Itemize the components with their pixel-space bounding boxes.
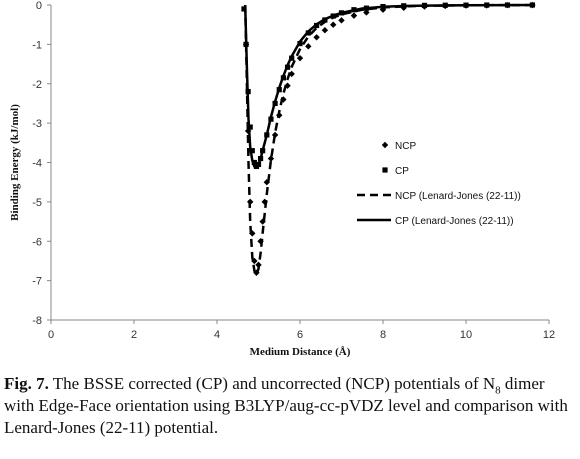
data-point: [263, 178, 270, 186]
legend-label: NCP (Lenard-Jones (22-11)): [395, 191, 521, 202]
series-line: [243, 3, 533, 276]
data-point: [321, 27, 329, 34]
data-point: [259, 218, 266, 225]
y-tick-label: -2: [32, 79, 42, 91]
data-point: [330, 21, 337, 28]
y-tick-label: -3: [32, 118, 42, 130]
legend-item: NCP (Lenard-Jones (22-11)): [357, 191, 521, 202]
legend: NCP CP NCP (Lenard-Jones (22-11)) CP (Lenar…: [357, 141, 521, 227]
series-ncp: [242, 1, 536, 276]
x-tick-label: 8: [380, 329, 386, 341]
legend-item: CP (Lenard-Jones (22-11)): [357, 216, 514, 227]
series-line: [243, 3, 533, 169]
data-point: [363, 9, 370, 16]
y-tick-label: 0: [36, 0, 42, 12]
data-point: [313, 34, 320, 41]
y-tick-label: -1: [32, 39, 42, 51]
data-point: [241, 6, 247, 12]
axes: 0 -1 -2 -3 -4 -5 -6 -7 -8 0 2 4 6 8 10 12: [32, 0, 555, 341]
legend-label: CP: [395, 166, 409, 177]
data-point: [271, 131, 279, 139]
y-tick-label: -6: [32, 236, 42, 248]
caption-subscript: 8: [495, 384, 501, 397]
figure-caption: Fig. 7. The BSSE corrected (CP) and unco…: [4, 373, 578, 439]
caption-text-part-1: The BSSE corrected (CP) and uncorrected …: [48, 374, 496, 393]
legend-item: CP: [382, 166, 409, 177]
data-point: [338, 17, 345, 24]
legend-swatch: [382, 167, 388, 173]
x-tick-label: 0: [48, 329, 54, 341]
x-tick-label: 2: [131, 329, 137, 341]
x-tick-label: 4: [214, 329, 220, 341]
x-tick-label: 10: [460, 329, 472, 341]
y-axis-title: Binding Energy (kJ/mol): [9, 104, 21, 221]
series-layer: [241, 1, 536, 276]
y-tick-label: -8: [32, 315, 42, 327]
caption-text-part-2: dimer with Edge-Face orientation using B…: [4, 374, 568, 437]
series-ncp-lenard-jones-22-11: [243, 3, 533, 276]
data-point: [267, 155, 275, 162]
legend-label: NCP: [395, 141, 416, 152]
data-point: [251, 159, 257, 166]
x-tick-label: 12: [543, 329, 555, 341]
legend-label: CP (Lenard-Jones (22-11)): [395, 216, 514, 227]
data-point: [305, 43, 312, 50]
y-tick-label: -5: [32, 197, 42, 209]
y-tick-label: -7: [32, 276, 42, 288]
data-point: [288, 70, 295, 78]
chart-canvas: 0 -1 -2 -3 -4 -5 -6 -7 -8 0 2 4 6 8 10 12 NCP CP NCP (Len…: [9, 0, 555, 358]
data-point: [296, 54, 304, 62]
x-axis-title: Medium Distance (Å): [250, 346, 351, 358]
data-point: [249, 148, 255, 154]
y-tick-label: -4: [32, 158, 42, 170]
series-cp-lenard-jones-22-11: [243, 3, 533, 169]
x-tick-label: 6: [297, 329, 303, 341]
data-point: [379, 6, 387, 13]
legend-item: NCP: [381, 141, 416, 152]
data-point: [350, 12, 358, 19]
figure-label: Fig. 7.: [4, 374, 49, 393]
legend-swatch: [381, 141, 389, 149]
